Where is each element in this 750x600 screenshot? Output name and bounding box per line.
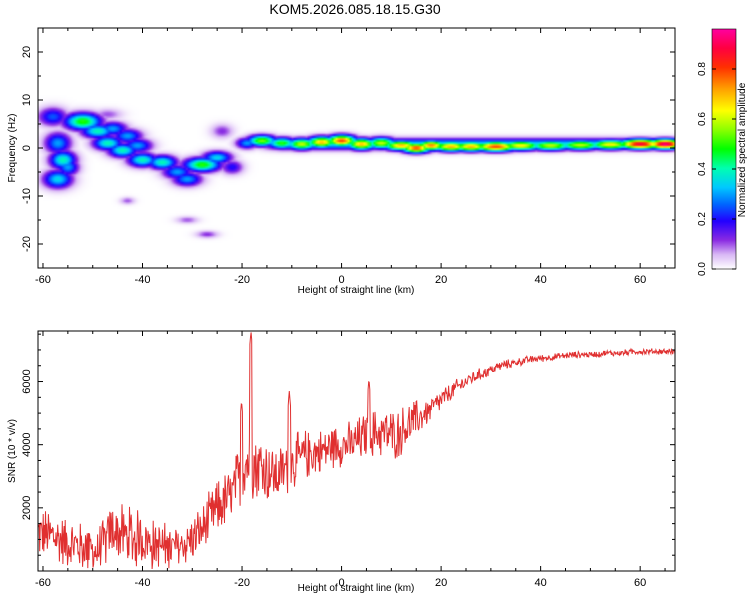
bottom-y-ticks: 2000 4000 6000 [21,333,675,572]
colorbar-label: Normalized spectral amplitude [737,82,748,217]
top-x-tick-label: 20 [435,274,447,286]
bottom-y-axis-label: SNR (10 * v/v) [7,419,18,483]
bottom-x-tick-label: 0 [339,577,345,589]
top-x-axis-label: Height of straight line (km) [298,285,415,296]
bottom-x-tick-label: 20 [435,577,447,589]
top-y-tick-label: 10 [21,94,33,106]
colorbar: 0.0 0.2 0.4 0.6 0.8 Normalized spectral ampl… [697,28,748,276]
top-y-tick-label: 0 [21,145,33,151]
top-x-tick-label: 0 [339,274,345,286]
spectrogram-heatmap [38,28,675,268]
bottom-x-tick-label: 40 [535,577,547,589]
top-x-tick-label: -20 [234,274,250,286]
bottom-x-axis-label: Height of straight line (km) [298,583,415,594]
colorbar-tick-label: 0.0 [697,262,708,276]
colorbar-scale [711,28,737,270]
top-x-tick-label: -40 [135,274,151,286]
colorbar-tick-label: 0.4 [697,162,708,176]
colorbar-ticks: 0.0 0.2 0.4 0.6 0.8 [697,62,736,276]
bottom-x-tick-label: -20 [234,577,250,589]
bottom-x-tick-label: 60 [634,577,646,589]
bottom-y-tick-label: 4000 [21,432,33,456]
colorbar-tick-label: 0.6 [697,112,708,126]
top-x-tick-label: 60 [634,274,646,286]
bottom-y-tick-label: 6000 [21,369,33,393]
colorbar-tick-label: 0.8 [697,62,708,76]
top-y-tick-label: 20 [21,46,33,58]
snr-background [38,331,675,571]
bottom-x-tick-label: -60 [35,577,51,589]
spectrogram-panel: -60 -40 -20 0 20 40 60 -20 -10 0 10 20 Height of s… [7,27,676,296]
top-y-tick-label: -10 [21,188,33,204]
top-x-tick-label: -60 [35,274,51,286]
colorbar-tick-label: 0.2 [697,212,708,226]
top-x-tick-label: 40 [535,274,547,286]
snr-panel: -60 -40 -20 0 20 40 60 2000 4000 6000 Height of … [7,330,676,594]
top-y-ticks: -20 -10 0 10 20 [21,27,675,269]
bottom-x-tick-label: -40 [135,577,151,589]
chart-title: KOM5.2026.085.18.15.G30 [269,1,440,17]
snr-series-line [38,332,675,570]
bottom-x-ticks: -60 -40 -20 0 20 40 60 [35,331,666,589]
bottom-y-tick-label: 2000 [21,496,33,520]
top-x-ticks: -60 -40 -20 0 20 40 60 [35,28,666,286]
snr-frame [37,330,676,572]
top-y-axis-label: Frequency (Hz) [7,114,18,183]
top-y-tick-label: -20 [21,236,33,252]
